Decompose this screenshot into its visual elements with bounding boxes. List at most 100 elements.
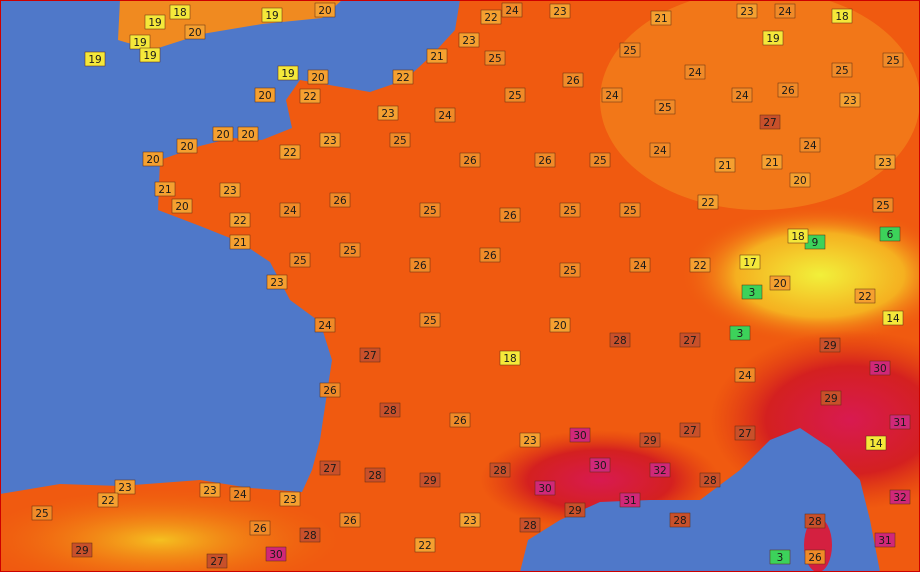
station-box [731, 87, 753, 103]
station-temperature: 18 [835, 11, 848, 23]
station-box [289, 252, 311, 268]
station-temperature: 23 [523, 435, 536, 447]
station-box [679, 422, 701, 438]
station-temperature: 22 [303, 91, 316, 103]
station-box [882, 310, 904, 326]
station-temperature: 26 [566, 75, 580, 87]
station-box [229, 212, 251, 228]
station-temperature: 26 [333, 195, 347, 207]
station-box [279, 202, 301, 218]
station-temperature: 27 [210, 556, 223, 568]
station-temperature: 31 [893, 417, 906, 429]
station-box [684, 64, 706, 80]
station-temperature: 30 [573, 430, 586, 442]
station-temperature: 28 [523, 520, 536, 532]
station-temperature: 25 [835, 65, 848, 77]
station-temperature: 19 [281, 68, 294, 80]
station-temperature: 22 [283, 147, 296, 159]
station-temperature: 25 [423, 315, 436, 327]
station-temperature: 28 [613, 335, 626, 347]
station-temperature: 25 [563, 265, 576, 277]
station-box [379, 402, 401, 418]
station-box [307, 69, 329, 85]
station-box [789, 172, 811, 188]
station-temperature: 27 [683, 335, 696, 347]
station-temperature: 26 [483, 250, 497, 262]
station-temperature: 25 [658, 102, 671, 114]
station-box [299, 88, 321, 104]
station-box [769, 275, 791, 291]
station-temperature: 28 [808, 516, 821, 528]
station-box [409, 257, 431, 273]
station-box [499, 350, 521, 366]
station-box [762, 30, 784, 46]
station-temperature: 30 [538, 483, 551, 495]
station-box [769, 549, 791, 565]
station-box [84, 51, 106, 67]
station-temperature: 24 [653, 145, 667, 157]
station-temperature: 27 [738, 428, 751, 440]
station-temperature: 22 [858, 291, 871, 303]
station-temperature: 21 [430, 51, 443, 63]
station-temperature: 21 [765, 157, 778, 169]
station-box [237, 126, 259, 142]
station-box [741, 284, 763, 300]
station-box [176, 138, 198, 154]
station-box [519, 517, 541, 533]
station-temperature: 25 [508, 90, 521, 102]
station-temperature: 25 [423, 205, 436, 217]
station-temperature: 23 [878, 157, 891, 169]
station-box [865, 435, 887, 451]
station-temperature: 25 [393, 135, 406, 147]
station-box [649, 462, 671, 478]
station-temperature: 30 [269, 549, 282, 561]
station-temperature: 25 [488, 53, 501, 65]
station-temperature: 14 [869, 438, 883, 450]
station-temperature: 31 [878, 535, 891, 547]
station-box [266, 274, 288, 290]
station-box [559, 202, 581, 218]
land-shade [600, 0, 920, 210]
station-box [139, 47, 161, 63]
station-box [71, 542, 93, 558]
station-box [589, 152, 611, 168]
station-box [739, 254, 761, 270]
station-temperature: 26 [323, 385, 337, 397]
station-box [839, 92, 861, 108]
station-box [458, 32, 480, 48]
station-box [434, 107, 456, 123]
station-temperature: 30 [593, 460, 606, 472]
station-box [831, 8, 853, 24]
station-box [314, 317, 336, 333]
station-temperature: 27 [363, 350, 376, 362]
station-box [819, 337, 841, 353]
station-temperature: 28 [383, 405, 396, 417]
station-temperature: 23 [462, 35, 475, 47]
station-temperature: 18 [503, 353, 516, 365]
station-temperature: 27 [323, 463, 336, 475]
station-temperature: 3 [749, 287, 756, 299]
station-box [212, 126, 234, 142]
station-box [419, 472, 441, 488]
station-box [619, 42, 641, 58]
mediterranean-sea [520, 428, 880, 572]
station-temperature: 26 [808, 552, 822, 564]
station-box [392, 69, 414, 85]
station-temperature: 25 [563, 205, 576, 217]
station-temperature: 19 [143, 50, 156, 62]
station-box [534, 152, 556, 168]
station-temperature: 21 [654, 13, 667, 25]
station-temperature: 23 [270, 277, 283, 289]
station-temperature: 22 [693, 260, 706, 272]
station-box [734, 367, 756, 383]
station-box [459, 152, 481, 168]
station-temperature: 29 [423, 475, 436, 487]
station-box [229, 234, 251, 250]
station-box [729, 325, 751, 341]
station-temperature: 21 [233, 237, 246, 249]
station-temperature: 23 [223, 185, 236, 197]
station-temperature: 24 [738, 370, 752, 382]
station-box [449, 412, 471, 428]
station-temperature: 21 [158, 184, 171, 196]
station-box [787, 228, 809, 244]
